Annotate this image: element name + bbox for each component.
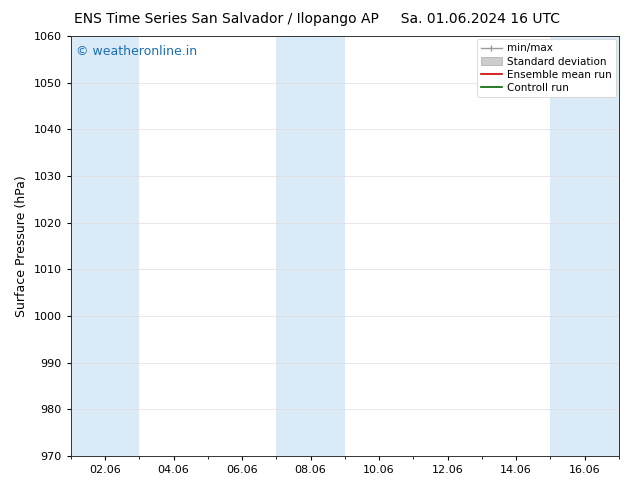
Text: © weatheronline.in: © weatheronline.in — [76, 45, 197, 57]
Bar — [71, 36, 139, 456]
Legend: min/max, Standard deviation, Ensemble mean run, Controll run: min/max, Standard deviation, Ensemble me… — [477, 39, 616, 97]
Y-axis label: Surface Pressure (hPa): Surface Pressure (hPa) — [15, 175, 28, 317]
Bar — [550, 36, 619, 456]
Text: ENS Time Series San Salvador / Ilopango AP     Sa. 01.06.2024 16 UTC: ENS Time Series San Salvador / Ilopango … — [74, 12, 560, 26]
Bar — [276, 36, 345, 456]
